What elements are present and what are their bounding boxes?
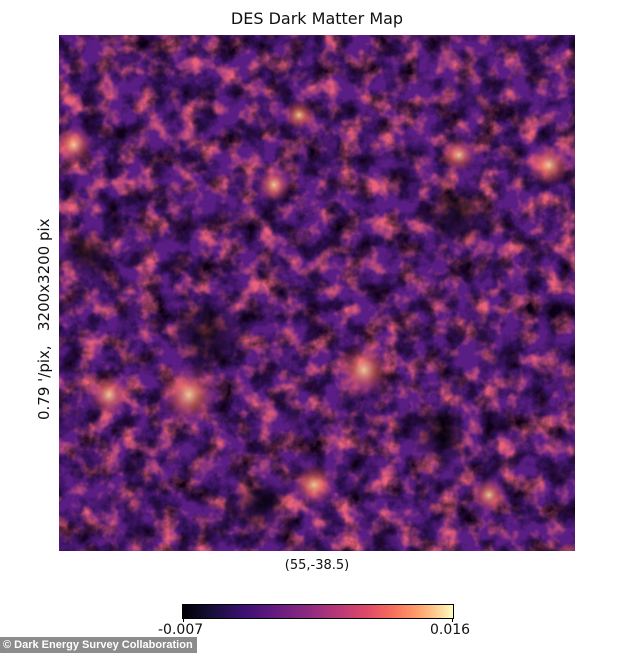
x-axis-label: (55,-38.5) bbox=[284, 558, 350, 573]
colorbar-max-label: 0.016 bbox=[430, 622, 471, 638]
map-texture bbox=[59, 35, 575, 551]
image-credit: © Dark Energy Survey Collaboration bbox=[0, 637, 197, 653]
colorbar bbox=[182, 604, 454, 622]
y-axis-label: 0.79 '/pix, 3200x3200 pix bbox=[35, 218, 53, 420]
colorbar-tick-max bbox=[452, 618, 453, 622]
colorbar-min-label: -0.007 bbox=[158, 622, 204, 638]
figure-title: DES Dark Matter Map bbox=[230, 9, 404, 28]
colorbar-tick-min bbox=[183, 618, 184, 622]
dark-matter-map-image bbox=[59, 35, 575, 551]
